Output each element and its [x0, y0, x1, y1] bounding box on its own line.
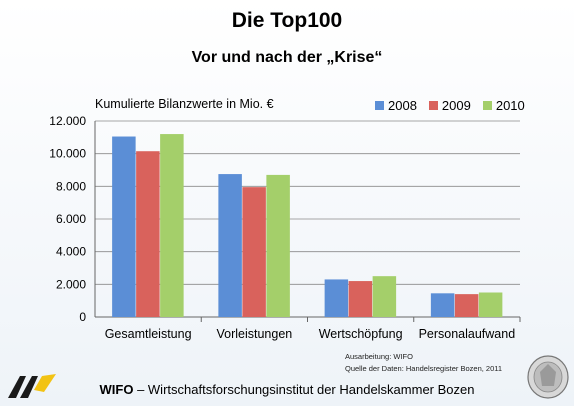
y-tick-label: 0: [79, 310, 86, 324]
bar-2010-2: [372, 276, 397, 317]
credit-source: Quelle der Daten: Handelsregister Bozen,…: [345, 364, 503, 373]
y-tick-label: 8.000: [56, 179, 86, 193]
y-tick-label: 2.000: [56, 277, 86, 291]
bar-2008-1: [218, 174, 242, 317]
legend-item-2009: 2009: [428, 98, 471, 113]
bar-2008-3: [430, 293, 455, 317]
slide-subtitle: Vor und nach der „Krise“: [191, 49, 383, 66]
legend-swatch-2009: [428, 101, 438, 110]
chamber-seal-image: [527, 355, 569, 399]
legend-swatch-2010: [482, 101, 492, 110]
credit-author: Ausarbeitung: WIFO: [345, 352, 413, 361]
x-tick-label: Vorleistungen: [216, 327, 292, 341]
bar-2009-1: [242, 187, 266, 317]
footer: WIFO – Wirtschaftsforschungsinstitut der…: [0, 382, 574, 397]
bar-2008-0: [112, 136, 136, 317]
footer-org-full: – Wirtschaftsforschungsinstitut der Hand…: [133, 382, 475, 397]
x-tick-label: Gesamtleistung: [105, 327, 192, 341]
legend-label-2010: 2010: [495, 98, 525, 113]
bar-2008-2: [324, 279, 349, 317]
slide-title: Die Top100: [231, 9, 343, 32]
x-tick-label: Personalaufwand: [419, 327, 516, 341]
chart-legend: 2008 2009 2010: [375, 98, 525, 113]
bar-2009-3: [454, 294, 479, 317]
wifo-logo: [8, 374, 56, 398]
bar-2009-0: [136, 151, 160, 317]
bar-2010-0: [160, 134, 184, 317]
y-axis-label: Kumulierte Bilanzwerte in Mio. €: [95, 97, 274, 111]
legend-item-2008: 2008: [375, 98, 417, 113]
bar-2010-3: [478, 292, 503, 317]
y-tick-label: 4.000: [56, 245, 86, 259]
bar-2010-1: [266, 174, 290, 317]
legend-label-2009: 2009: [441, 98, 471, 113]
y-tick-label: 12.000: [49, 114, 86, 128]
y-tick-label: 6.000: [56, 212, 86, 226]
bar-2009-2: [348, 281, 373, 317]
x-tick-label: Wertschöpfung: [319, 327, 403, 341]
legend-swatch-2008: [375, 101, 384, 110]
y-tick-label: 10.000: [49, 147, 86, 161]
legend-label-2008: 2008: [388, 98, 417, 113]
footer-org: WIFO: [99, 382, 134, 397]
legend-item-2010: 2010: [482, 98, 525, 113]
